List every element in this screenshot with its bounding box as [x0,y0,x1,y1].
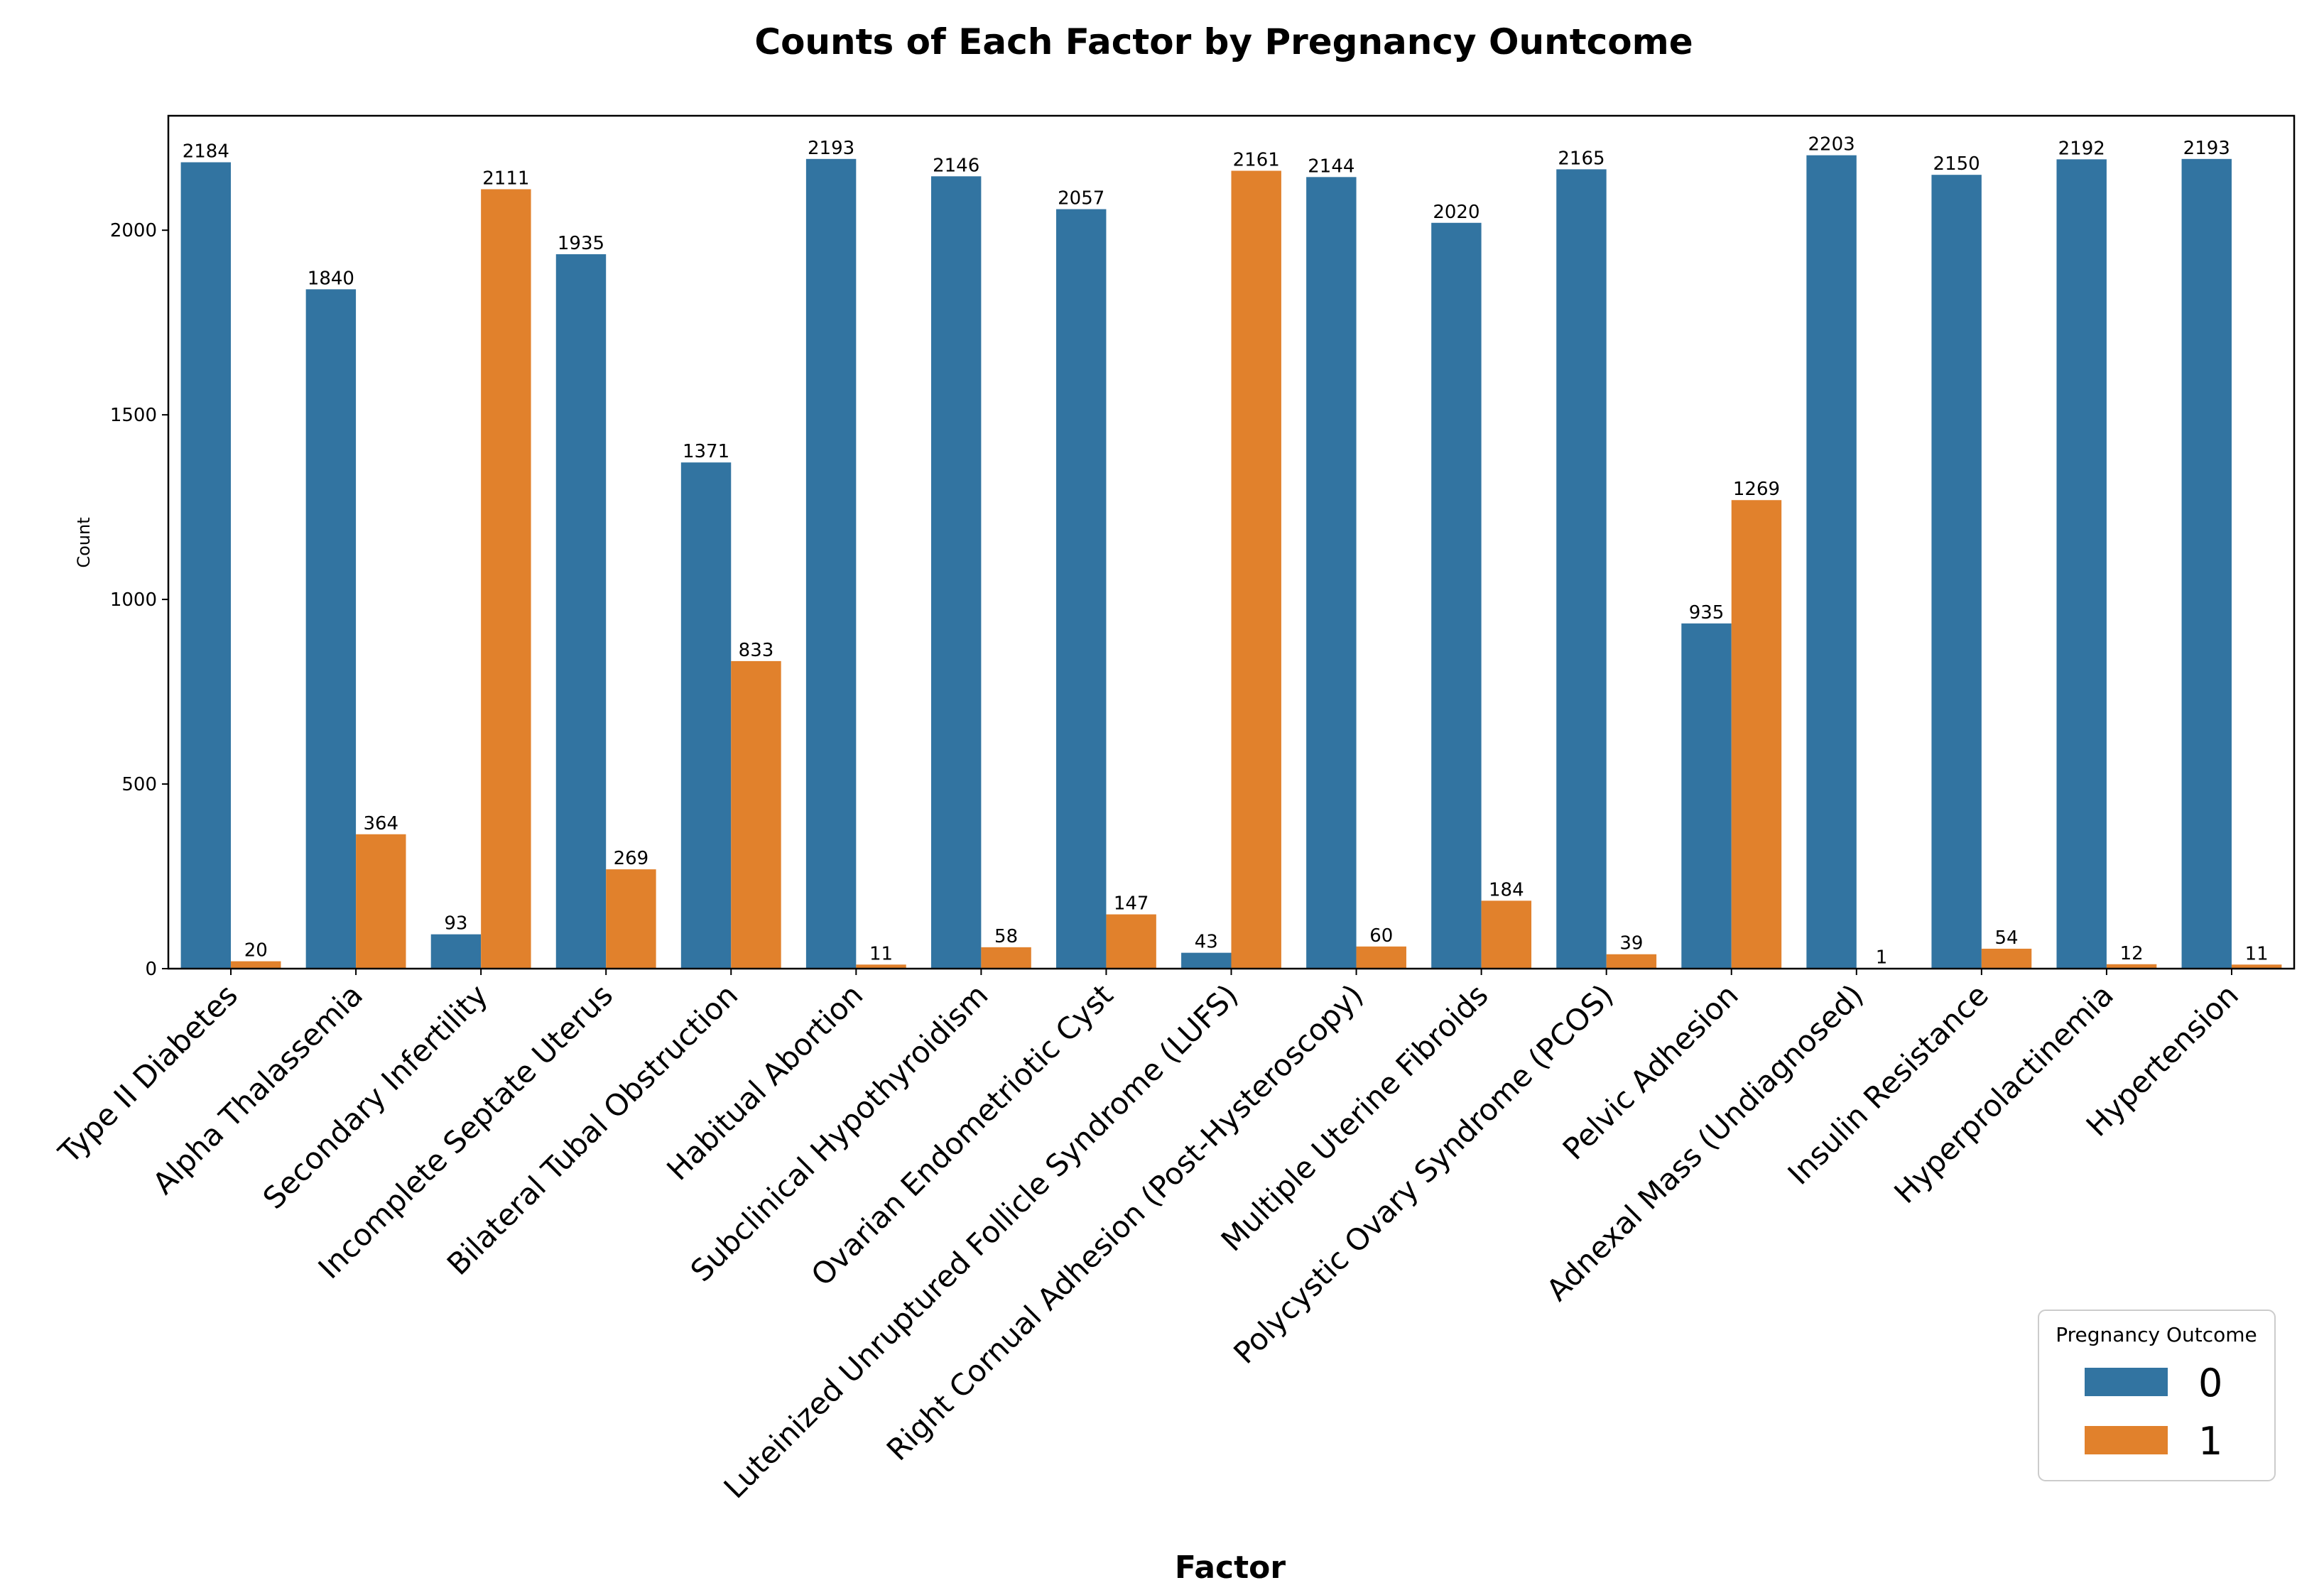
bar-series-0-11 [1556,169,1607,969]
bar-series-0-4 [680,462,732,969]
data-label-series-1-1: 364 [363,813,398,834]
data-label-series-0-11: 2165 [1558,148,1604,169]
bar-series-1-8 [1231,170,1281,969]
bar-series-1-7 [1106,914,1156,969]
data-label-series-0-7: 2057 [1058,188,1104,209]
y-tick-label-2: 1000 [110,589,157,611]
y-tick-label-1: 500 [121,774,157,795]
y-axis-label: Count [74,517,94,567]
bar-series-0-14 [1931,175,1982,969]
bar-series-1-10 [1481,900,1532,969]
plot-frame [167,114,2296,970]
data-label-series-1-10: 184 [1489,879,1524,900]
bar-series-0-2 [430,934,482,969]
bar-series-1-9 [1356,946,1406,969]
bar-series-0-12 [1681,623,1732,969]
x-axis-label: Factor [1175,1550,1286,1586]
data-label-series-0-6: 2146 [933,155,979,176]
bar-series-1-11 [1606,954,1657,969]
bar-series-1-0 [231,961,281,969]
data-label-series-1-3: 269 [614,848,649,869]
data-label-series-0-16: 2193 [2183,138,2230,159]
bar-series-0-13 [1806,155,1857,969]
bar-series-0-8 [1181,952,1232,969]
bar-series-1-15 [2106,964,2157,969]
data-label-series-1-13: 1 [1876,947,1888,968]
bar-series-0-10 [1431,222,1482,969]
data-label-series-0-4: 1371 [683,441,729,462]
data-labels-layer: 2184184093193513712193214620574321442020… [183,134,2269,969]
bar-series-1-5 [856,964,906,969]
bar-series-1-12 [1731,500,1782,969]
bar-series-0-5 [805,158,857,969]
y-tick-label-4: 2000 [110,220,157,241]
data-label-series-1-16: 11 [2245,943,2269,964]
data-label-series-1-9: 60 [1369,925,1393,947]
bar-series-1-16 [2231,964,2282,969]
data-label-series-0-5: 2193 [808,138,854,159]
data-label-series-0-9: 2144 [1308,156,1354,177]
bar-series-0-16 [2181,158,2232,969]
legend-label-0: 0 [2198,1361,2222,1405]
bar-series-1-1 [356,834,406,969]
data-label-series-0-12: 935 [1689,602,1725,624]
data-label-series-0-2: 93 [444,913,467,935]
legend: Pregnancy Outcome 0 1 [2038,1310,2276,1481]
bars-layer [180,155,2282,969]
bar-series-0-6 [930,176,982,969]
bar-series-1-4 [731,660,781,969]
y-ticks-layer: 0 500 1000 1500 2000 [110,220,168,980]
bar-series-1-2 [481,189,531,969]
bar-series-0-1 [305,289,357,969]
legend-swatch-0 [2085,1368,2168,1396]
data-label-series-1-5: 11 [869,943,893,964]
data-label-series-1-8: 2161 [1233,149,1280,170]
bar-series-0-7 [1056,209,1107,969]
legend-label-1: 1 [2198,1419,2222,1464]
data-label-series-0-14: 2150 [1933,153,1980,175]
data-label-series-0-8: 43 [1195,932,1218,953]
bar-series-1-14 [1981,948,2032,969]
data-label-series-1-6: 58 [994,926,1018,947]
bar-series-0-9 [1306,177,1357,969]
data-label-series-1-12: 1269 [1733,479,1780,500]
data-label-series-1-0: 20 [244,940,268,962]
data-label-series-0-1: 1840 [308,268,354,289]
data-label-series-1-4: 833 [739,640,774,661]
data-label-series-0-10: 2020 [1433,202,1479,223]
legend-swatch-1 [2085,1426,2168,1454]
bar-series-0-0 [180,162,232,969]
data-label-series-0-3: 1935 [558,233,604,254]
bar-series-0-15 [2056,159,2107,969]
data-label-series-1-15: 12 [2120,943,2144,964]
data-label-series-0-13: 2203 [1808,134,1855,156]
y-tick-label-3: 1500 [110,405,157,426]
data-label-series-0-15: 2192 [2058,138,2105,159]
chart-title: Counts of Each Factor by Pregnancy Ountc… [754,21,1693,62]
bar-series-0-3 [555,254,607,969]
data-label-series-1-2: 2111 [482,168,529,189]
y-tick-label-0: 0 [145,959,157,980]
bar-series-1-3 [606,869,656,969]
data-label-series-1-7: 147 [1114,893,1149,915]
legend-title: Pregnancy Outcome [2056,1323,2257,1346]
data-label-series-1-14: 54 [1995,927,2019,949]
data-label-series-1-11: 39 [1619,933,1643,954]
data-label-series-0-0: 2184 [183,141,229,163]
bar-series-1-6 [981,947,1031,969]
